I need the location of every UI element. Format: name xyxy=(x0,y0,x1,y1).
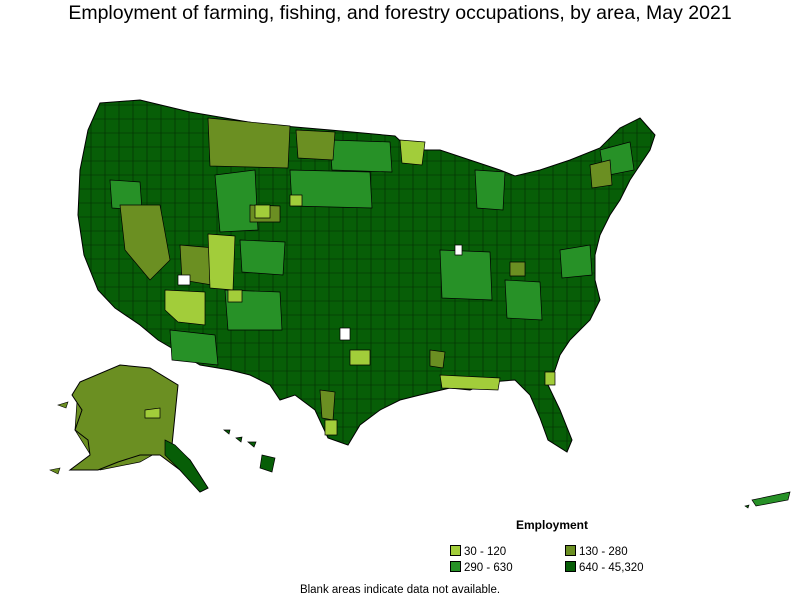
map-title: Employment of farming, fishing, and fore… xyxy=(68,2,732,24)
legend-title: Employment xyxy=(516,518,589,532)
legend-item-290-630: 290 - 630 xyxy=(450,561,513,574)
blank-areas-note: Blank areas indicate data not available. xyxy=(299,584,501,596)
legend-label: 130 - 280 xyxy=(579,546,628,558)
legend-item-130-280: 130 - 280 xyxy=(565,545,628,558)
legend-item-640-45320: 640 - 45,320 xyxy=(565,561,644,574)
legend-label: 640 - 45,320 xyxy=(579,562,644,574)
legend-swatch xyxy=(450,545,461,556)
legend-label: 30 - 120 xyxy=(464,546,507,558)
puerto-rico xyxy=(744,491,791,509)
legend-label: 290 - 630 xyxy=(464,562,513,574)
legend-swatch xyxy=(450,561,461,572)
blank-areas xyxy=(177,244,463,341)
class-30-120-areas xyxy=(164,139,556,436)
legend-swatch xyxy=(565,561,576,572)
contiguous-us xyxy=(74,99,656,471)
legend-swatch xyxy=(565,545,576,556)
alaska xyxy=(49,364,209,493)
hawaii xyxy=(223,429,276,473)
class-290-630-areas xyxy=(109,139,635,366)
legend-item-30-120: 30 - 120 xyxy=(450,545,506,558)
